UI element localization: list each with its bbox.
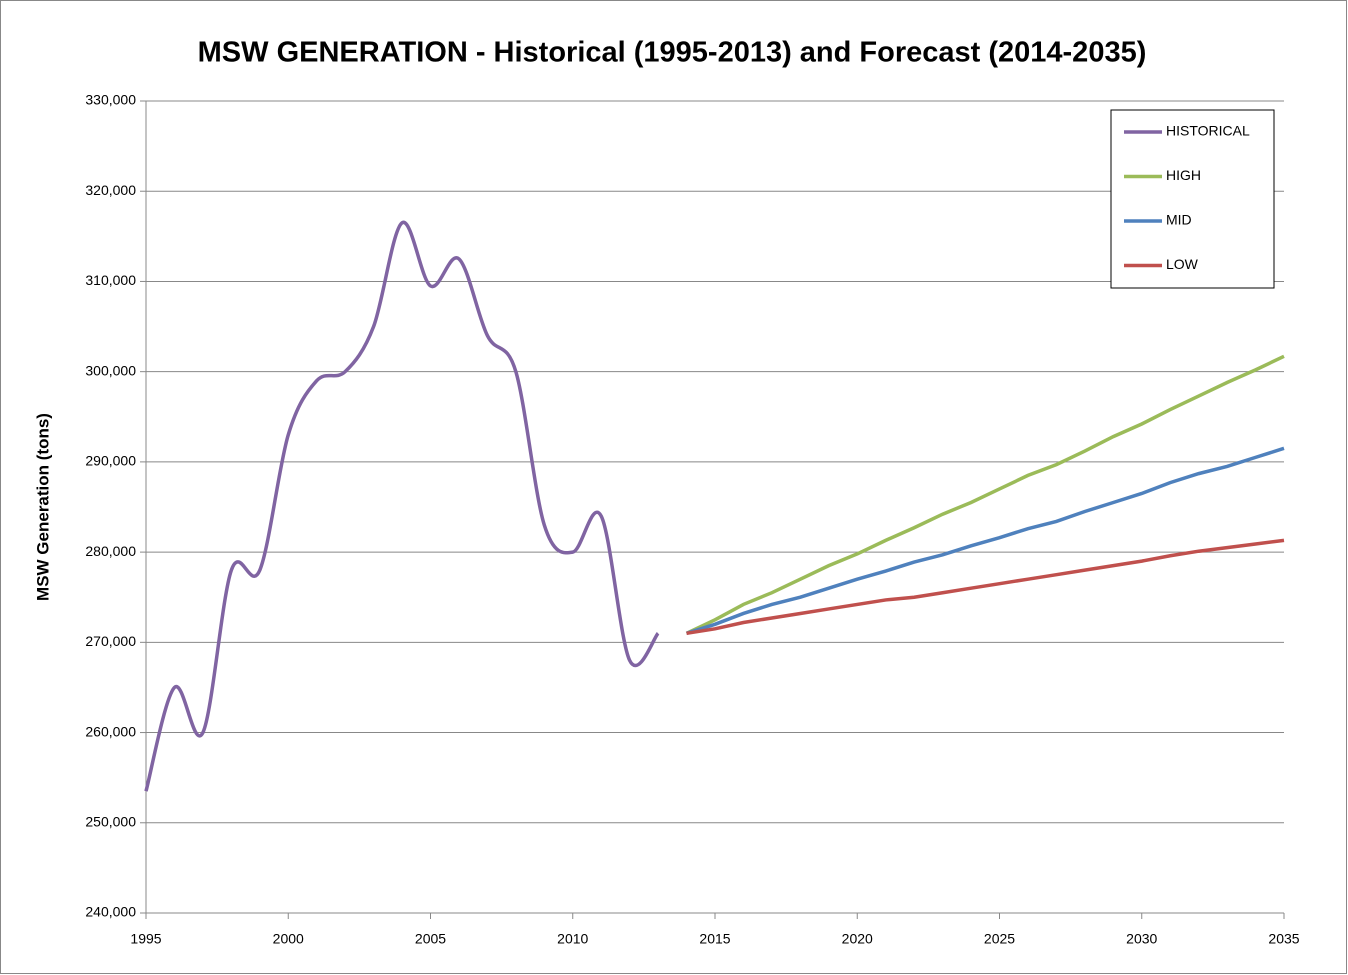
legend-box [1110, 109, 1275, 289]
y-tick-label: 280,000 [85, 543, 136, 559]
series-line [144, 221, 660, 792]
y-tick-label: 250,000 [85, 813, 136, 829]
chart-title: MSW GENERATION - Historical (1995-2013) … [198, 37, 1147, 69]
y-tick-label: 310,000 [85, 272, 136, 288]
x-tick-label: 2030 [1126, 931, 1157, 947]
x-tick-label: 1995 [130, 931, 161, 947]
x-tick-label: 2010 [557, 931, 588, 947]
x-tick-label: 2015 [699, 931, 730, 947]
legend-label: HISTORICAL [1166, 123, 1250, 139]
x-tick-label: 2000 [273, 931, 304, 947]
series-line [686, 538, 1285, 636]
x-tick-label: 2005 [415, 931, 446, 947]
y-axis-label: MSW Generation (tons) [33, 413, 52, 601]
y-tick-label: 240,000 [85, 904, 136, 920]
legend-label: MID [1166, 212, 1192, 228]
legend-label: HIGH [1166, 167, 1201, 183]
y-tick-label: 290,000 [85, 453, 136, 469]
x-tick-label: 2025 [984, 931, 1015, 947]
legend-label: LOW [1166, 256, 1199, 272]
y-tick-label: 320,000 [85, 182, 136, 198]
y-tick-label: 330,000 [85, 92, 136, 108]
series-line [685, 354, 1285, 635]
y-tick-label: 300,000 [85, 362, 136, 378]
x-tick-label: 2035 [1268, 931, 1299, 947]
y-tick-label: 260,000 [85, 723, 136, 739]
y-tick-label: 270,000 [85, 633, 136, 649]
series-line [686, 446, 1285, 635]
x-tick-label: 2020 [842, 931, 873, 947]
